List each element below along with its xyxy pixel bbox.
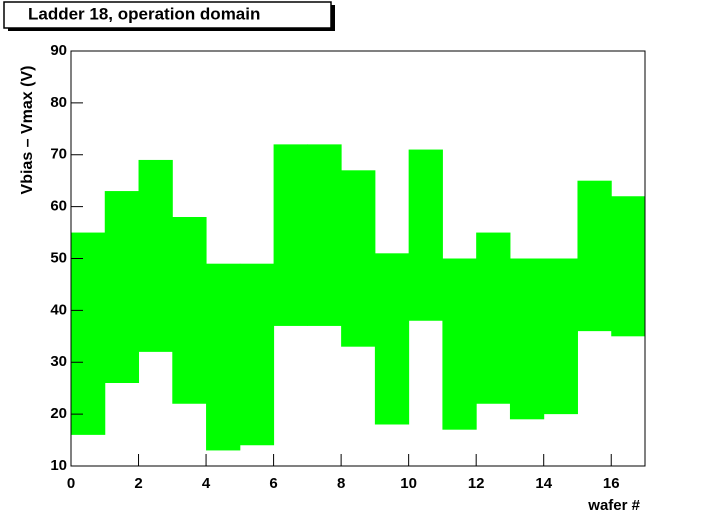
x-tick-label: 6 <box>269 475 277 492</box>
bar <box>172 217 207 404</box>
chart-title: Ladder 18, operation domain <box>28 4 260 23</box>
y-tick-label: 60 <box>50 198 67 215</box>
x-tick-label: 2 <box>134 475 142 492</box>
x-tick-label: 10 <box>400 475 417 492</box>
x-tick-label: 14 <box>535 475 552 492</box>
y-tick-label: 50 <box>50 249 67 266</box>
bar <box>239 263 275 446</box>
y-tick-label: 20 <box>50 405 67 422</box>
bar <box>509 258 545 420</box>
x-tick-label: 12 <box>468 475 485 492</box>
y-tick-label: 40 <box>50 301 67 318</box>
x-tick-label: 0 <box>67 475 75 492</box>
bar <box>307 144 342 326</box>
bar <box>341 170 376 347</box>
bar <box>476 232 511 404</box>
y-axis-label: Vbias – Vmax (V) <box>19 66 36 195</box>
y-tick-label: 10 <box>50 457 67 474</box>
bar <box>611 196 646 337</box>
x-tick-label: 16 <box>603 475 620 492</box>
bar <box>206 263 241 451</box>
x-axis-label: wafer # <box>587 497 640 514</box>
y-tick-label: 80 <box>50 94 67 111</box>
bar <box>577 180 612 332</box>
bar <box>543 258 578 415</box>
bar <box>104 191 140 383</box>
x-tick-label: 8 <box>337 475 345 492</box>
bar <box>138 159 173 352</box>
bar <box>374 253 410 425</box>
x-tick-label: 4 <box>202 475 211 492</box>
title-box <box>3 1 332 29</box>
bar <box>273 144 308 326</box>
bar <box>71 232 106 435</box>
bar <box>442 258 477 430</box>
y-tick-label: 70 <box>50 146 67 163</box>
bar <box>408 149 443 321</box>
y-tick-label: 90 <box>50 42 67 59</box>
y-tick-label: 30 <box>50 353 67 370</box>
